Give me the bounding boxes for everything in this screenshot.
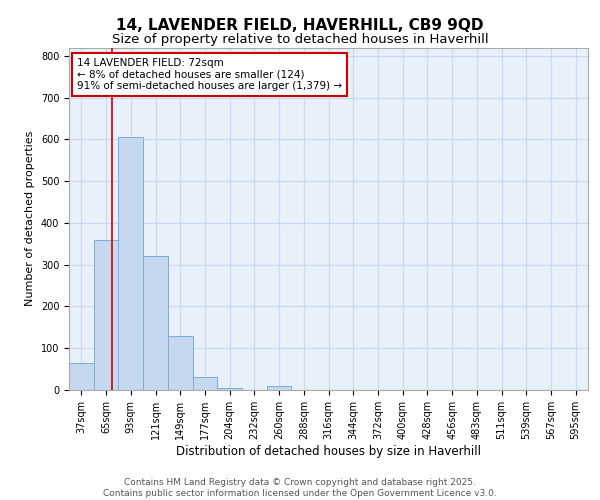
Text: 14 LAVENDER FIELD: 72sqm
← 8% of detached houses are smaller (124)
91% of semi-d: 14 LAVENDER FIELD: 72sqm ← 8% of detache…	[77, 58, 342, 91]
Bar	[143, 256, 168, 390]
Bar	[217, 388, 242, 390]
Bar	[94, 240, 118, 390]
Y-axis label: Number of detached properties: Number of detached properties	[25, 131, 35, 306]
Text: Size of property relative to detached houses in Haverhill: Size of property relative to detached ho…	[112, 32, 488, 46]
Bar	[193, 378, 217, 390]
Bar	[267, 386, 292, 390]
Bar	[69, 363, 94, 390]
X-axis label: Distribution of detached houses by size in Haverhill: Distribution of detached houses by size …	[176, 444, 481, 458]
Bar	[118, 138, 143, 390]
Text: 14, LAVENDER FIELD, HAVERHILL, CB9 9QD: 14, LAVENDER FIELD, HAVERHILL, CB9 9QD	[116, 18, 484, 32]
Bar	[168, 336, 193, 390]
Text: Contains HM Land Registry data © Crown copyright and database right 2025.
Contai: Contains HM Land Registry data © Crown c…	[103, 478, 497, 498]
